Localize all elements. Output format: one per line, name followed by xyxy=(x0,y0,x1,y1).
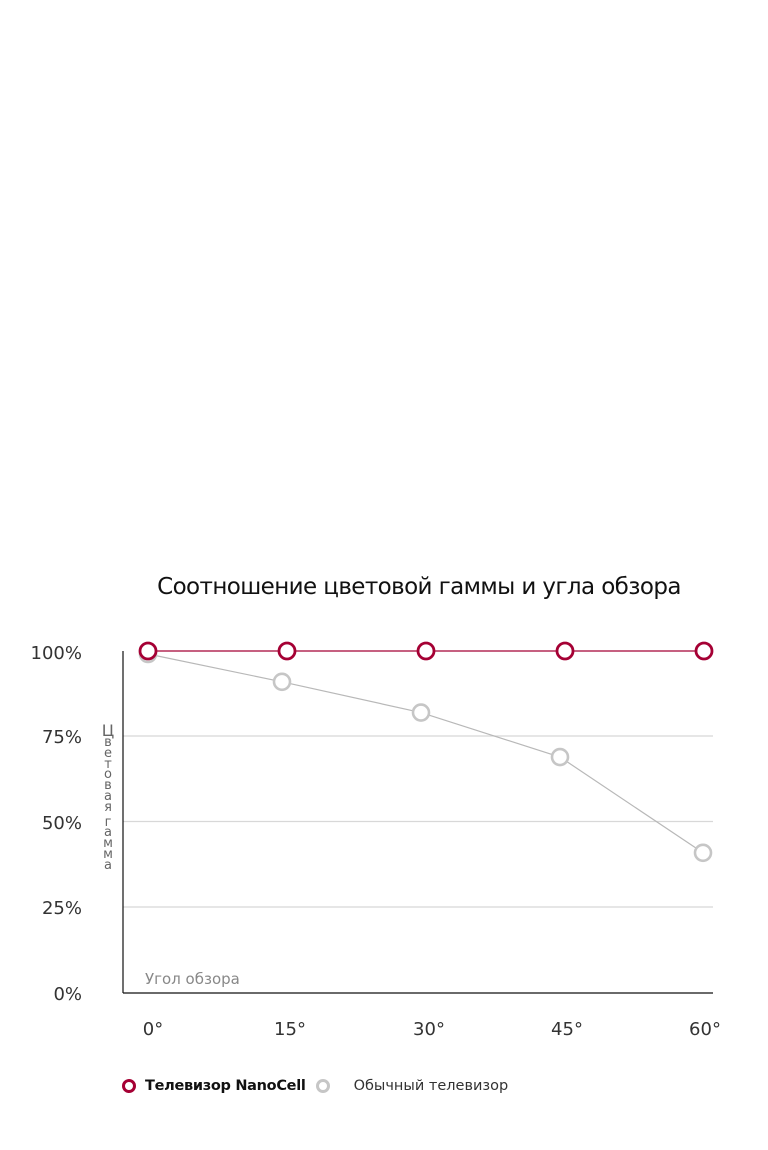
chart-title: Соотношение цветовой гаммы и угла обзора xyxy=(157,574,681,600)
y-axis-label-char: а xyxy=(104,788,112,804)
x-tick: 15° xyxy=(274,1019,306,1040)
legend: Телевизор NanoCell Обычный телевизор xyxy=(122,1078,508,1094)
legend-regular-label: Обычный телевизор xyxy=(353,1078,509,1094)
x-axis-label: Угол обзора xyxy=(145,970,240,988)
y-axis-label-char: м xyxy=(103,846,113,862)
y-tick-50: 50% xyxy=(41,813,82,834)
x-tick: 30° xyxy=(413,1019,445,1040)
series-group xyxy=(138,641,714,863)
y-axis-label-char: в xyxy=(104,778,112,794)
gridlines xyxy=(123,735,713,908)
data-point xyxy=(693,843,713,863)
y-axis-label-char: г xyxy=(104,814,112,830)
x-tick: 45° xyxy=(551,1019,583,1040)
y-axis-label-char: т xyxy=(104,756,112,772)
y-tick-100: 100% xyxy=(30,643,82,664)
y-axis-label-char: е xyxy=(104,745,112,761)
y-axis-label-char: Ц xyxy=(101,721,115,740)
legend-nanocell-marker-icon xyxy=(122,1079,136,1093)
x-tick: 0° xyxy=(142,1019,164,1040)
data-point xyxy=(550,747,570,767)
data-point xyxy=(416,641,436,661)
y-axis-label-char: я xyxy=(104,799,112,815)
y-tick-75: 75% xyxy=(41,727,82,748)
y-axis-label-char: в xyxy=(104,735,112,750)
data-point xyxy=(272,672,292,692)
data-point xyxy=(277,641,297,661)
y-axis-label-char: м xyxy=(103,836,113,852)
y-axis-label-char: а xyxy=(104,857,112,873)
y-axis-label-char: о xyxy=(104,767,112,783)
series-line-1 xyxy=(147,653,704,854)
data-point xyxy=(694,641,714,661)
x-tick: 60° xyxy=(689,1019,721,1040)
data-point xyxy=(138,641,158,661)
legend-regular-marker-icon xyxy=(315,1079,330,1093)
legend-nanocell-label: Телевизор NanoCell xyxy=(145,1078,306,1094)
y-axis-label-char: а xyxy=(104,825,112,841)
data-point xyxy=(411,703,431,722)
y-tick-25: 25% xyxy=(41,898,82,919)
data-point xyxy=(555,641,575,661)
y-tick-0: 0% xyxy=(53,984,82,1005)
